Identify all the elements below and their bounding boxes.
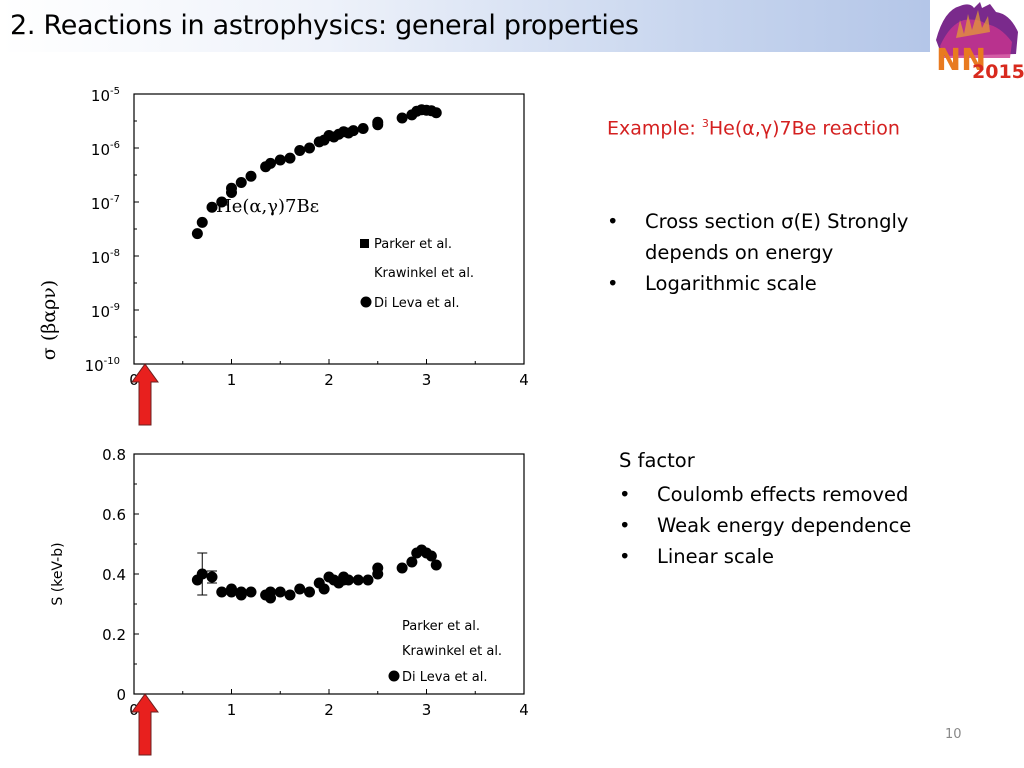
bullet-item: Logarithmic scale xyxy=(607,268,967,299)
data-point xyxy=(430,107,442,119)
page-number: 10 xyxy=(945,727,962,742)
data-point xyxy=(396,112,408,124)
data-point xyxy=(196,568,208,580)
x-tick-label: 2 xyxy=(324,701,334,719)
data-point xyxy=(362,574,374,586)
y-tick-label: 10-5 xyxy=(91,86,120,105)
bullet-item: Linear scale xyxy=(619,541,999,572)
data-point xyxy=(274,586,286,598)
x-tick-label: 1 xyxy=(227,371,237,389)
data-point xyxy=(265,157,276,169)
data-point xyxy=(274,154,286,166)
conference-logo: NN 2015 xyxy=(930,0,1024,84)
legend-circle-marker xyxy=(388,670,400,682)
bullet-item: Weak energy dependence xyxy=(619,510,999,541)
x-tick-label: 2 xyxy=(324,371,334,389)
x-tick-label: 4 xyxy=(519,701,529,719)
y-axis-label: σ (βαρν) xyxy=(38,280,60,360)
red-arrow-up xyxy=(131,693,159,756)
data-point xyxy=(216,196,228,208)
legend-entry-dileva: Di Leva et al. xyxy=(402,670,488,685)
data-point xyxy=(304,586,315,598)
data-point xyxy=(425,550,437,562)
red-arrow-up xyxy=(131,363,159,426)
data-point xyxy=(245,170,257,182)
svg-text:NN: NN xyxy=(936,43,986,78)
data-point xyxy=(265,586,276,598)
legend-entry-krawinkel: Krawinkel et al. xyxy=(374,266,474,281)
s-factor-heading: S factor xyxy=(619,449,695,472)
y-tick-label: 0.8 xyxy=(102,446,126,464)
data-point xyxy=(430,559,442,571)
data-point xyxy=(284,589,296,601)
x-tick-label: 4 xyxy=(519,371,529,389)
cross-section-bullets: Cross section σ(E) Strongly depends on e… xyxy=(607,206,967,299)
legend-square-marker xyxy=(360,239,369,248)
data-point xyxy=(396,562,408,574)
data-point xyxy=(226,182,237,194)
data-point xyxy=(352,574,364,586)
y-tick-label: 0 xyxy=(116,686,126,704)
example-prefix: Example: xyxy=(607,117,702,140)
data-point xyxy=(226,586,237,598)
y-tick-label: 10-9 xyxy=(91,302,120,321)
data-point xyxy=(216,586,228,598)
data-point xyxy=(235,589,247,601)
reaction-annotation: He(α,γ)7Bε xyxy=(216,196,319,217)
example-reaction-name: He(α,γ)7Be reaction xyxy=(708,117,900,140)
data-point xyxy=(191,228,203,240)
data-point xyxy=(294,583,306,595)
legend-entry-parker: Parker et al. xyxy=(374,237,452,252)
y-tick-label: 0.4 xyxy=(102,566,126,584)
data-point xyxy=(206,571,218,583)
s-factor-plot: 00.20.40.60.8 01234 S (keV-b) Parker et … xyxy=(50,446,529,756)
legend-entry-parker: Parker et al. xyxy=(402,619,480,634)
s-factor-bullets: Coulomb effects removed Weak energy depe… xyxy=(619,479,999,572)
data-point xyxy=(235,176,247,188)
data-point xyxy=(343,574,354,586)
x-tick-label: 3 xyxy=(422,701,432,719)
y-tick-label: 10-7 xyxy=(91,194,120,213)
y-tick-label: 10-8 xyxy=(91,248,120,267)
y-tick-label: 0.2 xyxy=(102,626,126,644)
data-point xyxy=(284,152,296,164)
data-point xyxy=(196,216,208,228)
data-point xyxy=(347,125,359,137)
y-tick-label: 0.6 xyxy=(102,506,126,524)
slide-title: 2. Reactions in astrophysics: general pr… xyxy=(10,10,639,41)
bullet-item: Coulomb effects removed xyxy=(619,479,999,510)
data-point xyxy=(304,142,315,154)
y-tick-label: 10-10 xyxy=(85,356,120,375)
x-tick-label: 3 xyxy=(422,371,432,389)
legend-entry-krawinkel: Krawinkel et al. xyxy=(402,644,502,659)
data-point xyxy=(357,122,369,134)
s-factor-chart: 00.20.40.60.8 01234 S (keV-b) Parker et … xyxy=(0,440,600,760)
data-point xyxy=(318,583,330,595)
x-tick-label: 1 xyxy=(227,701,237,719)
data-point xyxy=(406,556,418,568)
y-tick-label: 10-6 xyxy=(91,140,120,159)
example-reaction: Example: 3He(α,γ)7Be reaction xyxy=(607,117,900,139)
legend-circle-marker xyxy=(360,296,372,308)
data-point xyxy=(372,116,384,128)
data-point xyxy=(294,144,306,156)
legend: Parker et al. Krawinkel et al. Di Leva e… xyxy=(360,237,474,311)
y-axis-label: S (keV-b) xyxy=(50,542,66,605)
logo-year: 2015 xyxy=(972,61,1024,83)
data-point xyxy=(372,562,384,574)
bullet-item: Cross section σ(E) Strongly depends on e… xyxy=(607,206,967,268)
legend: Parker et al. Krawinkel et al. Di Leva e… xyxy=(388,619,502,685)
example-superscript: 3 xyxy=(701,117,709,130)
legend-entry-dileva: Di Leva et al. xyxy=(374,296,460,311)
title-bar: 2. Reactions in astrophysics: general pr… xyxy=(0,0,930,52)
data-point xyxy=(245,586,257,598)
data-point xyxy=(206,201,218,213)
